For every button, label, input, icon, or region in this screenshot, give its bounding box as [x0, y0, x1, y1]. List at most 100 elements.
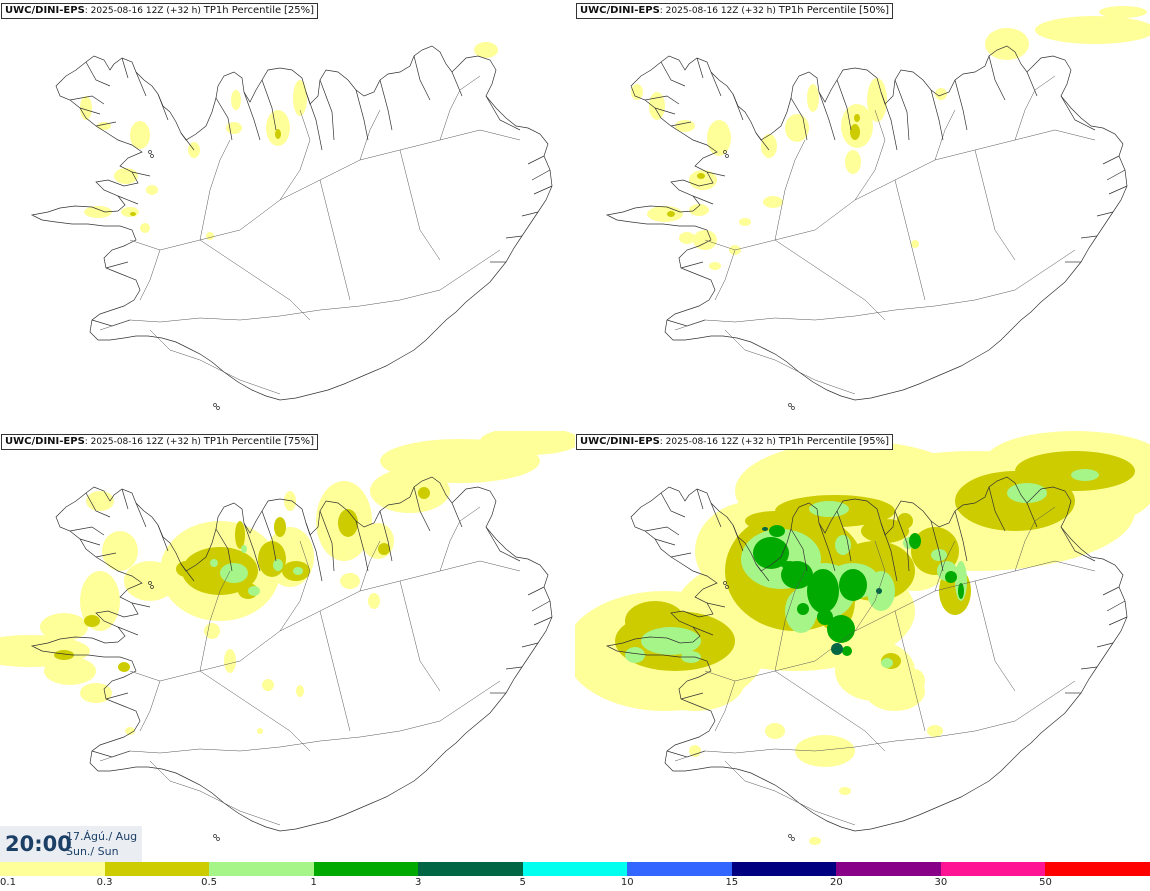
road-line: [399, 149, 441, 261]
precip-area: [130, 121, 150, 149]
fjord-line: [894, 510, 910, 572]
island: [216, 406, 220, 410]
fjord-line: [413, 486, 431, 532]
colorbar-segment: [0, 862, 105, 876]
fjord-line: [91, 750, 131, 758]
fjord-line: [117, 195, 139, 205]
fjord-line: [215, 97, 233, 141]
map-canvas: [575, 431, 1150, 845]
fjord-line: [880, 91, 898, 151]
road-line: [934, 540, 956, 592]
fjord-line: [660, 492, 686, 518]
fjord-line: [305, 522, 323, 582]
precip-area: [831, 643, 843, 655]
fjord-line: [1080, 235, 1098, 239]
road-line: [399, 580, 441, 692]
precip-area: [146, 185, 158, 195]
precip-area: [80, 96, 92, 120]
precip-area: [296, 685, 304, 697]
precip-area: [176, 561, 196, 577]
percentile-label: [95%]: [859, 436, 890, 447]
island: [148, 581, 152, 585]
fjord-line: [215, 528, 233, 572]
road-line: [99, 249, 501, 331]
model-name: UWC/DINI-EPS: [5, 436, 85, 447]
fjord-line: [243, 522, 261, 572]
map-canvas: [0, 431, 575, 841]
road-line: [894, 179, 926, 301]
fjord-line: [1026, 502, 1038, 528]
road-line: [139, 680, 161, 732]
island: [725, 585, 729, 589]
fjord-line: [670, 121, 692, 127]
fjord-line: [355, 520, 369, 572]
precip-area: [293, 80, 307, 116]
precip-area: [220, 563, 248, 583]
fjord-line: [696, 57, 704, 79]
iceland-coastline: [30, 476, 553, 832]
variable-name: TP1h Percentile: [203, 436, 282, 447]
fjord-line: [930, 89, 944, 141]
variable-name: TP1h Percentile: [778, 5, 857, 16]
precip-area: [641, 627, 701, 655]
precip-area: [958, 583, 964, 599]
precip-area: [845, 150, 861, 174]
coastline-map: [605, 476, 1128, 841]
coastline-map: [605, 45, 1128, 410]
fjord-line: [135, 71, 147, 97]
road-line: [1014, 506, 1056, 572]
precip-area: [876, 588, 882, 594]
fjord-line: [121, 488, 129, 510]
road-line: [724, 329, 856, 395]
precip-area: [418, 487, 430, 499]
island: [791, 837, 795, 841]
fjord-line: [988, 486, 1006, 532]
variable-name: TP1h Percentile: [203, 5, 282, 16]
fjord-line: [131, 171, 151, 177]
colorbar-segment: [731, 862, 837, 876]
fjord-line: [894, 79, 910, 141]
colorbar-tick-label: 3: [414, 877, 422, 888]
island: [216, 837, 220, 841]
road-line: [149, 760, 281, 826]
fjord-line: [654, 107, 676, 115]
precip-area: [262, 679, 274, 691]
precip-area: [378, 543, 390, 555]
fjord-line: [836, 510, 852, 562]
colorbar-tick-labels: 0.1 0.3 0.5 1 3 5 10 15 20 30 50: [0, 877, 1150, 891]
valid-date: 17.Ágú./ Aug: [66, 830, 138, 843]
percentile-label: [75%]: [284, 436, 315, 447]
precip-area: [362, 523, 394, 559]
fjord-line: [533, 185, 553, 195]
fjord-line: [670, 552, 692, 558]
precip-area: [130, 212, 136, 216]
road-line: [674, 249, 1076, 331]
fjord-line: [379, 510, 393, 562]
fjord-line: [1102, 155, 1120, 165]
fjord-line: [485, 526, 521, 562]
map-panel-p75: UWC/DINI-EPS: 2025-08-16 12Z (+32 h) TP1…: [0, 431, 575, 861]
fjord-line: [680, 692, 704, 700]
run-info: 2025-08-16 12Z (+32 h): [90, 6, 201, 16]
precip-area: [911, 240, 919, 248]
fjord-line: [954, 510, 968, 562]
precip-area: [842, 646, 852, 656]
fjord-line: [505, 235, 523, 239]
road-line: [894, 610, 926, 732]
road-line: [974, 580, 1016, 692]
fjord-line: [660, 61, 686, 87]
precip-area: [807, 569, 839, 613]
precip-area: [235, 521, 245, 549]
colorbar-segment: [418, 862, 523, 876]
fjord-line: [706, 171, 726, 177]
road-line: [99, 680, 501, 762]
precip-area: [340, 573, 360, 589]
map-panel-p95: UWC/DINI-EPS: 2025-08-16 12Z (+32 h) TP1…: [575, 431, 1150, 861]
island: [788, 403, 792, 407]
precip-area: [762, 527, 768, 531]
panel-title: UWC/DINI-EPS: 2025-08-16 12Z (+32 h) TP1…: [1, 3, 319, 19]
precip-area: [795, 735, 855, 767]
colorbar-tick-label: 50: [1039, 877, 1052, 888]
precip-area: [273, 559, 283, 571]
fjord-line: [413, 55, 431, 101]
